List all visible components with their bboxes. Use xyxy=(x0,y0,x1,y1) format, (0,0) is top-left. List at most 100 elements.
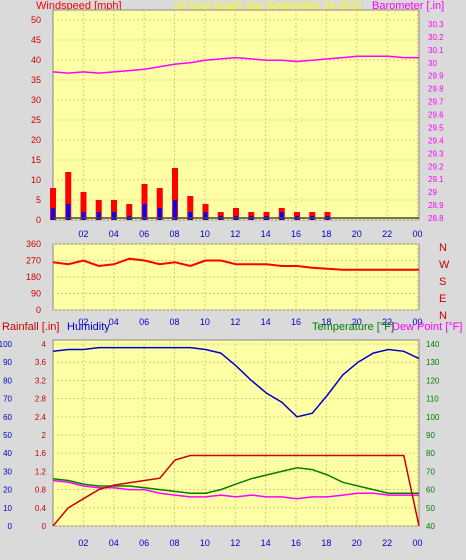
wind-x-tick-label: 02 xyxy=(78,229,88,239)
compass-label: W xyxy=(439,259,450,271)
humidity-label: Humidity xyxy=(67,321,110,333)
direction-x-tick-label: 10 xyxy=(200,317,210,327)
baro-y-tick-label: 28.9 xyxy=(428,201,444,210)
rain-x-tick-label: 04 xyxy=(109,538,119,548)
rain-x-tick-label: 02 xyxy=(78,538,88,548)
humidity-y-tick-label: 100 xyxy=(0,340,13,349)
wind-x-tick-label: 08 xyxy=(169,229,179,239)
header-windspeed-label: Windspeed [mph] xyxy=(36,0,122,12)
compass-label: N xyxy=(439,242,447,254)
direction-y-tick-label: 360 xyxy=(26,239,41,249)
wind-x-tick-label: 00 xyxy=(412,229,422,239)
humidity-line xyxy=(52,346,420,418)
baro-y-tick-label: 30 xyxy=(428,59,437,68)
rain-x-tick-label: 08 xyxy=(169,538,179,548)
direction-y-tick-label: 90 xyxy=(31,289,41,299)
direction-x-tick-label: 20 xyxy=(352,317,362,327)
wind-gust-bar xyxy=(50,188,56,220)
humidity-y-tick-label: 20 xyxy=(3,486,12,495)
temperature-y-tick-label: 80 xyxy=(426,449,435,458)
wind-x-tick-label: 14 xyxy=(261,229,271,239)
wind-gust-bar xyxy=(80,192,87,220)
wind-speed-bar xyxy=(279,212,284,220)
direction-x-tick-label: 14 xyxy=(261,317,271,327)
wind-speed-bar xyxy=(112,212,116,220)
wind-x-tick-label: 22 xyxy=(382,229,392,239)
direction-x-tick-label: 12 xyxy=(230,317,240,327)
baro-y-tick-label: 29.2 xyxy=(428,162,444,171)
temperature-y-tick-label: 110 xyxy=(426,395,439,404)
rainfall-y-tick-label: 0 xyxy=(42,522,47,531)
wind-x-tick-label: 16 xyxy=(291,229,301,239)
temperature-y-tick-label: 40 xyxy=(426,522,435,531)
wind-speed-bar xyxy=(66,204,71,220)
humidity-y-tick-label: 0 xyxy=(8,522,13,531)
wind-y-tick-label: 40 xyxy=(31,55,41,65)
wind-speed-bar xyxy=(96,212,101,220)
temperature-y-tick-label: 60 xyxy=(426,486,435,495)
direction-x-tick-label: 00 xyxy=(412,317,422,327)
rain-x-tick-label: 00 xyxy=(412,538,422,548)
wind-y-tick-label: 10 xyxy=(31,175,41,185)
wind-y-tick-label: 50 xyxy=(31,15,41,25)
wind-x-tick-label: 20 xyxy=(352,229,362,239)
barometer-line xyxy=(52,55,419,74)
humidity-y-tick-label: 80 xyxy=(3,376,12,385)
humidity-y-tick-label: 40 xyxy=(3,449,12,458)
wind-gust-bar xyxy=(111,200,117,220)
rain-x-tick-label: 18 xyxy=(321,538,331,548)
wind-gust-bar xyxy=(156,188,163,220)
humidity-y-tick-label: 30 xyxy=(3,467,12,476)
wind-gust-bar xyxy=(187,196,194,220)
baro-y-tick-label: 30.1 xyxy=(428,46,444,55)
rainfall-line xyxy=(52,454,420,527)
temperature-y-tick-label: 90 xyxy=(426,431,435,440)
wind-speed-bar xyxy=(157,208,162,220)
rainfall-y-tick-label: 2 xyxy=(42,431,47,440)
baro-y-tick-label: 30.2 xyxy=(428,33,444,42)
wind-panel-plot-area xyxy=(52,9,420,221)
temperature-y-tick-label: 70 xyxy=(426,467,435,476)
direction-x-tick-label: 08 xyxy=(169,317,179,327)
baro-y-tick-label: 28.8 xyxy=(428,214,444,223)
humidity-y-tick-label: 90 xyxy=(3,358,12,367)
direction-x-tick-label: 04 xyxy=(109,317,119,327)
wind-x-tick-label: 12 xyxy=(230,229,240,239)
baro-y-tick-label: 29.1 xyxy=(428,175,444,184)
dewpoint-line xyxy=(52,479,419,500)
baro-y-tick-label: 29.3 xyxy=(428,149,444,158)
wind-y-tick-label: 0 xyxy=(36,215,41,225)
wind-x-tick-label: 06 xyxy=(139,229,149,239)
humidity-y-tick-label: 60 xyxy=(3,413,12,422)
wind-direction-line xyxy=(52,257,419,271)
baro-y-tick-label: 29.7 xyxy=(428,98,444,107)
wind-speed-bar xyxy=(51,208,55,220)
wind-speed-bar xyxy=(188,212,193,220)
rain-x-tick-label: 22 xyxy=(382,538,392,548)
rainfall-label: Rainfall [.in] xyxy=(2,321,59,333)
baro-y-tick-label: 30.3 xyxy=(428,20,444,29)
rain-x-tick-label: 10 xyxy=(200,538,210,548)
header-graph-title: 24 hour graph day September 24 2021 xyxy=(174,0,363,12)
humidity-y-tick-label: 70 xyxy=(3,395,12,404)
direction-panel-plot-area xyxy=(52,243,420,311)
direction-y-tick-label: 0 xyxy=(36,305,41,315)
wind-gust-bar xyxy=(172,168,178,220)
direction-y-tick-label: 270 xyxy=(26,256,41,266)
wind-y-tick-label: 35 xyxy=(31,75,41,85)
baro-y-tick-label: 29.8 xyxy=(428,85,444,94)
temperature-y-tick-label: 120 xyxy=(426,376,440,385)
rainfall-y-tick-label: 2.4 xyxy=(35,413,47,422)
rain-x-tick-label: 20 xyxy=(352,538,362,548)
rainfall-y-tick-label: 3.2 xyxy=(35,376,47,385)
wind-y-tick-label: 20 xyxy=(31,135,41,145)
wind-gust-bar xyxy=(141,184,148,220)
wind-y-tick-label: 45 xyxy=(31,35,41,45)
temperature-y-tick-label: 100 xyxy=(426,413,440,422)
wind-x-tick-label: 04 xyxy=(109,229,119,239)
direction-x-tick-label: 06 xyxy=(139,317,149,327)
compass-label: N xyxy=(439,310,447,322)
rain-x-tick-label: 14 xyxy=(261,538,271,548)
wind-speed-bar xyxy=(173,200,177,220)
